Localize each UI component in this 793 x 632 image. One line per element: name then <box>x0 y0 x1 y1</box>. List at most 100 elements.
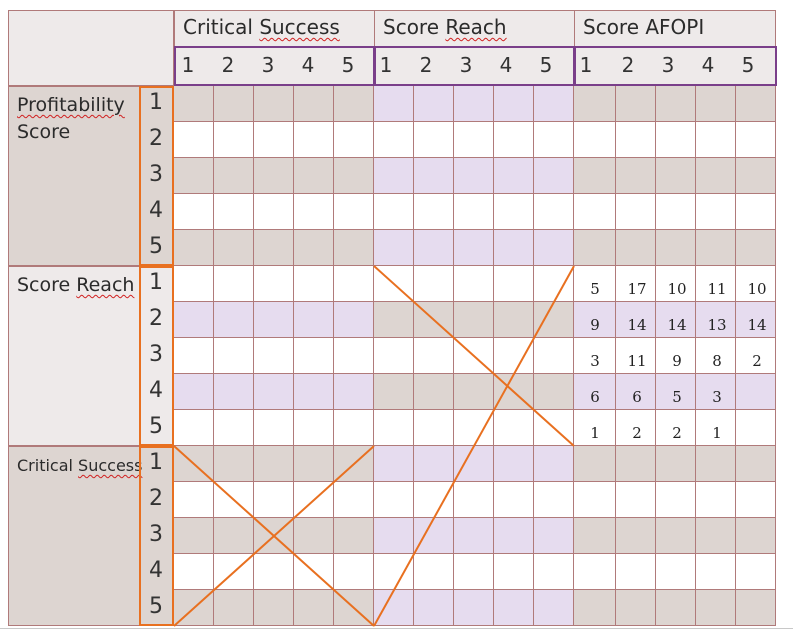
row-group-label: Critical Success <box>17 452 142 479</box>
matrix-cell <box>656 410 696 446</box>
matrix-cell <box>736 338 776 374</box>
matrix-cell <box>414 86 454 122</box>
column-tick-1: 1 <box>579 53 593 77</box>
matrix-cell <box>494 122 534 158</box>
matrix-cell <box>736 86 776 122</box>
row-tick-5: 5 <box>149 414 163 439</box>
matrix-cell <box>534 374 574 410</box>
matrix-cell <box>214 302 254 338</box>
matrix-cell <box>334 410 374 446</box>
cross-line <box>373 265 575 627</box>
matrix-cell <box>696 446 736 482</box>
matrix-cell <box>174 194 214 230</box>
matrix-cell <box>736 446 776 482</box>
matrix-value: 5 <box>672 388 682 406</box>
column-tick-2: 2 <box>621 53 635 77</box>
matrix-value: 13 <box>707 316 727 334</box>
matrix-cell <box>294 338 334 374</box>
column-group-header <box>374 10 574 46</box>
matrix-cell <box>414 194 454 230</box>
matrix-cell <box>174 86 214 122</box>
matrix-cell <box>534 194 574 230</box>
matrix-cell <box>294 302 334 338</box>
matrix-cell <box>414 266 454 302</box>
matrix-cell <box>414 158 454 194</box>
matrix-cell <box>374 518 414 554</box>
row-group-label-line: Score <box>17 121 71 143</box>
bottom-rule <box>0 628 793 629</box>
matrix-cell <box>254 302 294 338</box>
matrix-value: 9 <box>590 316 600 334</box>
matrix-cell <box>374 338 414 374</box>
column-tick-box <box>574 46 777 86</box>
matrix-cell <box>454 554 494 590</box>
matrix-cell <box>254 230 294 266</box>
matrix-cell <box>534 122 574 158</box>
row-tick-2: 2 <box>149 126 163 151</box>
column-tick-1: 1 <box>379 53 393 77</box>
matrix-cell <box>656 338 696 374</box>
matrix-value: 3 <box>712 388 722 406</box>
column-tick-1: 1 <box>181 53 195 77</box>
matrix-cell <box>736 230 776 266</box>
matrix-cell <box>374 410 414 446</box>
row-group-2 <box>8 266 174 446</box>
matrix-cell <box>656 482 696 518</box>
spellcheck-underline: Reach <box>445 15 507 39</box>
matrix-cell <box>174 158 214 194</box>
matrix-cell <box>174 122 214 158</box>
matrix-cell <box>174 338 214 374</box>
column-group-label: Critical Success <box>183 15 340 39</box>
matrix-cell <box>454 374 494 410</box>
matrix-cell <box>616 446 656 482</box>
matrix-cell <box>174 302 214 338</box>
matrix-cell <box>574 374 616 410</box>
matrix-cell <box>616 482 656 518</box>
header-row <box>8 10 776 86</box>
matrix-cell <box>254 374 294 410</box>
matrix-cell <box>736 482 776 518</box>
matrix-cell <box>454 590 494 626</box>
matrix-cell <box>494 482 534 518</box>
matrix-cell <box>414 554 454 590</box>
matrix-cell <box>254 158 294 194</box>
matrix-cell <box>374 554 414 590</box>
matrix-cell <box>174 410 214 446</box>
matrix-value: 10 <box>747 280 767 298</box>
matrix-cell <box>374 230 414 266</box>
matrix-cell <box>374 122 414 158</box>
matrix-cell <box>294 374 334 410</box>
matrix-cell <box>414 374 454 410</box>
matrix-cell <box>656 590 696 626</box>
matrix-value: 6 <box>590 388 600 406</box>
matrix-cell <box>494 554 534 590</box>
spellcheck-underline: Success <box>259 15 340 39</box>
matrix-cell <box>736 302 776 338</box>
row-group-label-line: Critical Success <box>17 456 143 475</box>
matrix-cell <box>334 158 374 194</box>
matrix-cell <box>214 122 254 158</box>
matrix-cell <box>454 86 494 122</box>
matrix-cell <box>534 86 574 122</box>
matrix-cell <box>494 86 534 122</box>
row-tick-4: 4 <box>149 198 163 223</box>
matrix-cell <box>494 518 534 554</box>
matrix-cell <box>174 482 214 518</box>
matrix-cell <box>616 590 656 626</box>
matrix-cell <box>656 374 696 410</box>
matrix-cell <box>736 194 776 230</box>
matrix-cell <box>736 590 776 626</box>
matrix-cell <box>254 122 294 158</box>
matrix-cell <box>574 122 616 158</box>
row-tick-box <box>139 86 174 266</box>
row-group-3 <box>8 446 174 626</box>
matrix-value: 8 <box>712 352 722 370</box>
matrix-cell <box>616 374 656 410</box>
matrix-cell <box>294 158 334 194</box>
column-tick-2: 2 <box>221 53 235 77</box>
row-tick-4: 4 <box>149 378 163 403</box>
matrix-cell <box>616 266 656 302</box>
matrix-cell <box>534 590 574 626</box>
matrix-cell <box>494 410 534 446</box>
